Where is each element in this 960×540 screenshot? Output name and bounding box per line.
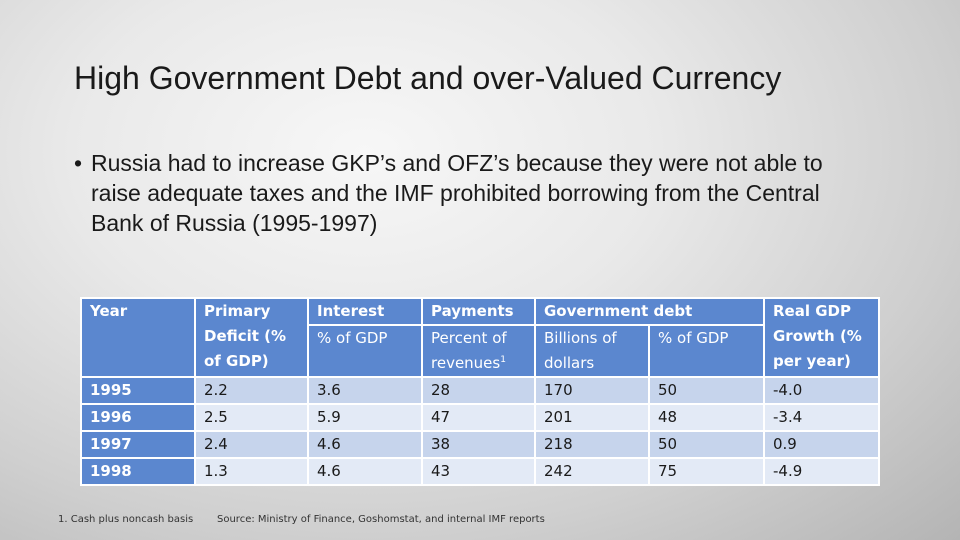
table-header-row: Year Primary Deficit (% of GDP) Interest… [80, 297, 880, 378]
cell-payments: 47 [421, 403, 536, 432]
cell-real-gdp: 0.9 [763, 430, 880, 459]
cell-primary-deficit: 2.5 [194, 403, 309, 432]
table-subheader-row: % of GDP Percent of revenues1 Billions o… [81, 324, 879, 378]
cell-real-gdp: -4.0 [763, 376, 880, 405]
cell-debt-billions: 170 [534, 376, 650, 405]
cell-debt-pct: 50 [648, 376, 765, 405]
cell-interest: 5.9 [307, 403, 423, 432]
cell-payments: 28 [421, 376, 536, 405]
cell-debt-pct: 50 [648, 430, 765, 459]
cell-year: 1998 [80, 457, 196, 486]
cell-real-gdp: -3.4 [763, 403, 880, 432]
header-real-gdp: Real GDP Growth (% per year) [763, 297, 880, 378]
header-payments: Payments [421, 297, 536, 326]
footnote-note: 1. Cash plus noncash basis [58, 514, 194, 525]
table-row: 1995 2.2 3.6 28 170 50 -4.0 [80, 376, 880, 405]
cell-real-gdp: -4.9 [763, 457, 880, 486]
bullet-item: • Russia had to increase GKP’s and OFZ’s… [74, 148, 874, 238]
footnote-source: Source: Ministry of Finance, Goshomstat,… [217, 514, 545, 525]
bullet-text: Russia had to increase GKP’s and OFZ’s b… [91, 150, 823, 236]
subheader-payments-label: Percent of revenues [431, 329, 507, 372]
debt-table: Year Primary Deficit (% of GDP) Interest… [80, 297, 880, 486]
cell-payments: 43 [421, 457, 536, 486]
cell-interest: 3.6 [307, 376, 423, 405]
header-year: Year [80, 297, 196, 378]
cell-primary-deficit: 2.4 [194, 430, 309, 459]
header-primary-deficit: Primary Deficit (% of GDP) [194, 297, 309, 378]
cell-interest: 4.6 [307, 430, 423, 459]
cell-interest: 4.6 [307, 457, 423, 486]
bullet-marker: • [74, 150, 83, 176]
subheader-debt-pct: % of GDP [648, 324, 765, 378]
header-interest: Interest [307, 297, 423, 326]
cell-debt-billions: 242 [534, 457, 650, 486]
cell-debt-billions: 201 [534, 403, 650, 432]
cell-year: 1995 [80, 376, 196, 405]
cell-year: 1997 [80, 430, 196, 459]
cell-primary-deficit: 1.3 [194, 457, 309, 486]
cell-payments: 38 [421, 430, 536, 459]
cell-debt-pct: 48 [648, 403, 765, 432]
cell-year: 1996 [80, 403, 196, 432]
table-row: 1997 2.4 4.6 38 218 50 0.9 [80, 430, 880, 459]
cell-debt-billions: 218 [534, 430, 650, 459]
header-government-debt: Government debt [534, 297, 765, 326]
table-row: 1998 1.3 4.6 43 242 75 -4.9 [80, 457, 880, 486]
bullet-list: • Russia had to increase GKP’s and OFZ’s… [74, 148, 874, 238]
cell-primary-deficit: 2.2 [194, 376, 309, 405]
subheader-debt-billions: Billions of dollars [534, 324, 650, 378]
footnote-marker: 1 [500, 355, 506, 365]
subheader-interest: % of GDP [307, 324, 423, 378]
subheader-payments: Percent of revenues1 [421, 324, 536, 378]
cell-debt-pct: 75 [648, 457, 765, 486]
table-row: 1996 2.5 5.9 47 201 48 -3.4 [80, 403, 880, 432]
slide-title: High Government Debt and over-Valued Cur… [74, 60, 782, 96]
